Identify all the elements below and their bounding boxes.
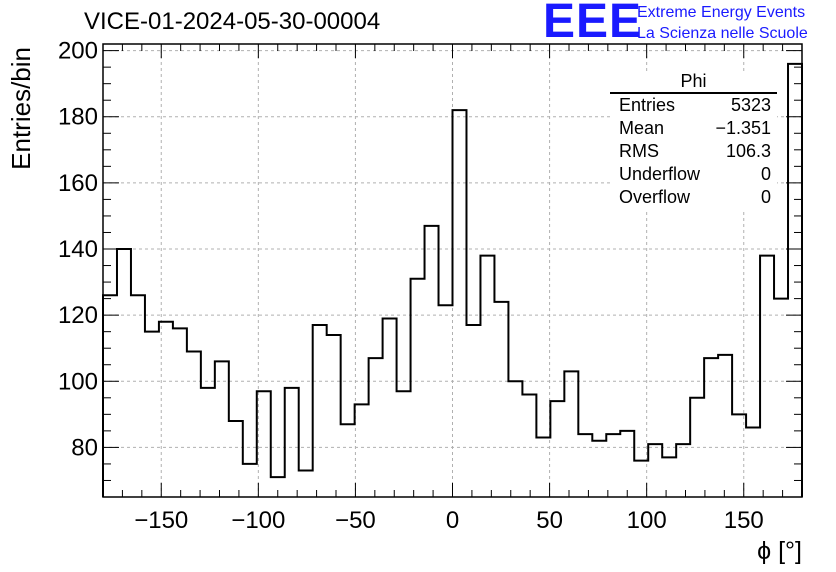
y-tick-label: 140 [58, 236, 98, 263]
stats-value: 106.3 [725, 141, 771, 161]
stats-value: −1.351 [715, 118, 771, 138]
stats-label: Overflow [619, 187, 691, 207]
x-tick-label: 150 [724, 507, 764, 534]
stats-row-overflow: Overflow 0 [610, 186, 777, 209]
logo-line-1: Extreme Energy Events [637, 4, 806, 21]
y-tick-label: 120 [58, 302, 98, 329]
x-tick-label: −50 [335, 507, 376, 534]
x-tick-label: −100 [231, 507, 285, 534]
stats-row-underflow: Underflow 0 [610, 163, 777, 186]
logo-line-2: La Scienza nelle Scuole [637, 25, 808, 42]
axis-ticks [102, 44, 803, 498]
y-axis-label: Entries/bin [6, 47, 36, 170]
stats-label: RMS [619, 141, 659, 161]
y-tick-label: 200 [58, 38, 98, 65]
stats-value: 0 [760, 164, 771, 184]
stats-value: 5323 [730, 95, 771, 115]
x-tick-label: 100 [627, 507, 667, 534]
stats-label: Underflow [619, 164, 701, 184]
eee-logo: EEE [543, 0, 643, 48]
y-tick-label: 80 [71, 434, 98, 461]
chart-title: VICE-01-2024-05-30-00004 [84, 8, 381, 35]
stats-row-mean: Mean −1.351 [610, 117, 777, 140]
x-tick-label: 0 [446, 507, 459, 534]
y-tick-label: 160 [58, 170, 98, 197]
stats-box: Phi Entries 5323 Mean −1.351 RMS 106.3 U… [610, 72, 777, 209]
stats-label: Mean [619, 118, 665, 138]
stats-value: 0 [760, 187, 771, 207]
x-tick-label: 50 [536, 507, 563, 534]
y-tick-label: 100 [58, 368, 98, 395]
stats-row-entries: Entries 5323 [610, 94, 777, 117]
y-tick-label: 180 [58, 104, 98, 131]
stats-label: Entries [619, 95, 676, 115]
histogram-line [102, 62, 803, 497]
stats-title: Phi [610, 72, 777, 94]
plot-frame [102, 43, 803, 498]
x-axis-label: ϕ [°] [757, 537, 802, 565]
stats-row-rms: RMS 106.3 [610, 140, 777, 163]
tick-labels: −150 −100 −50 0 50 100 150 80 100 120 140 160 180 200 [58, 38, 764, 534]
x-tick-label: −150 [134, 507, 188, 534]
